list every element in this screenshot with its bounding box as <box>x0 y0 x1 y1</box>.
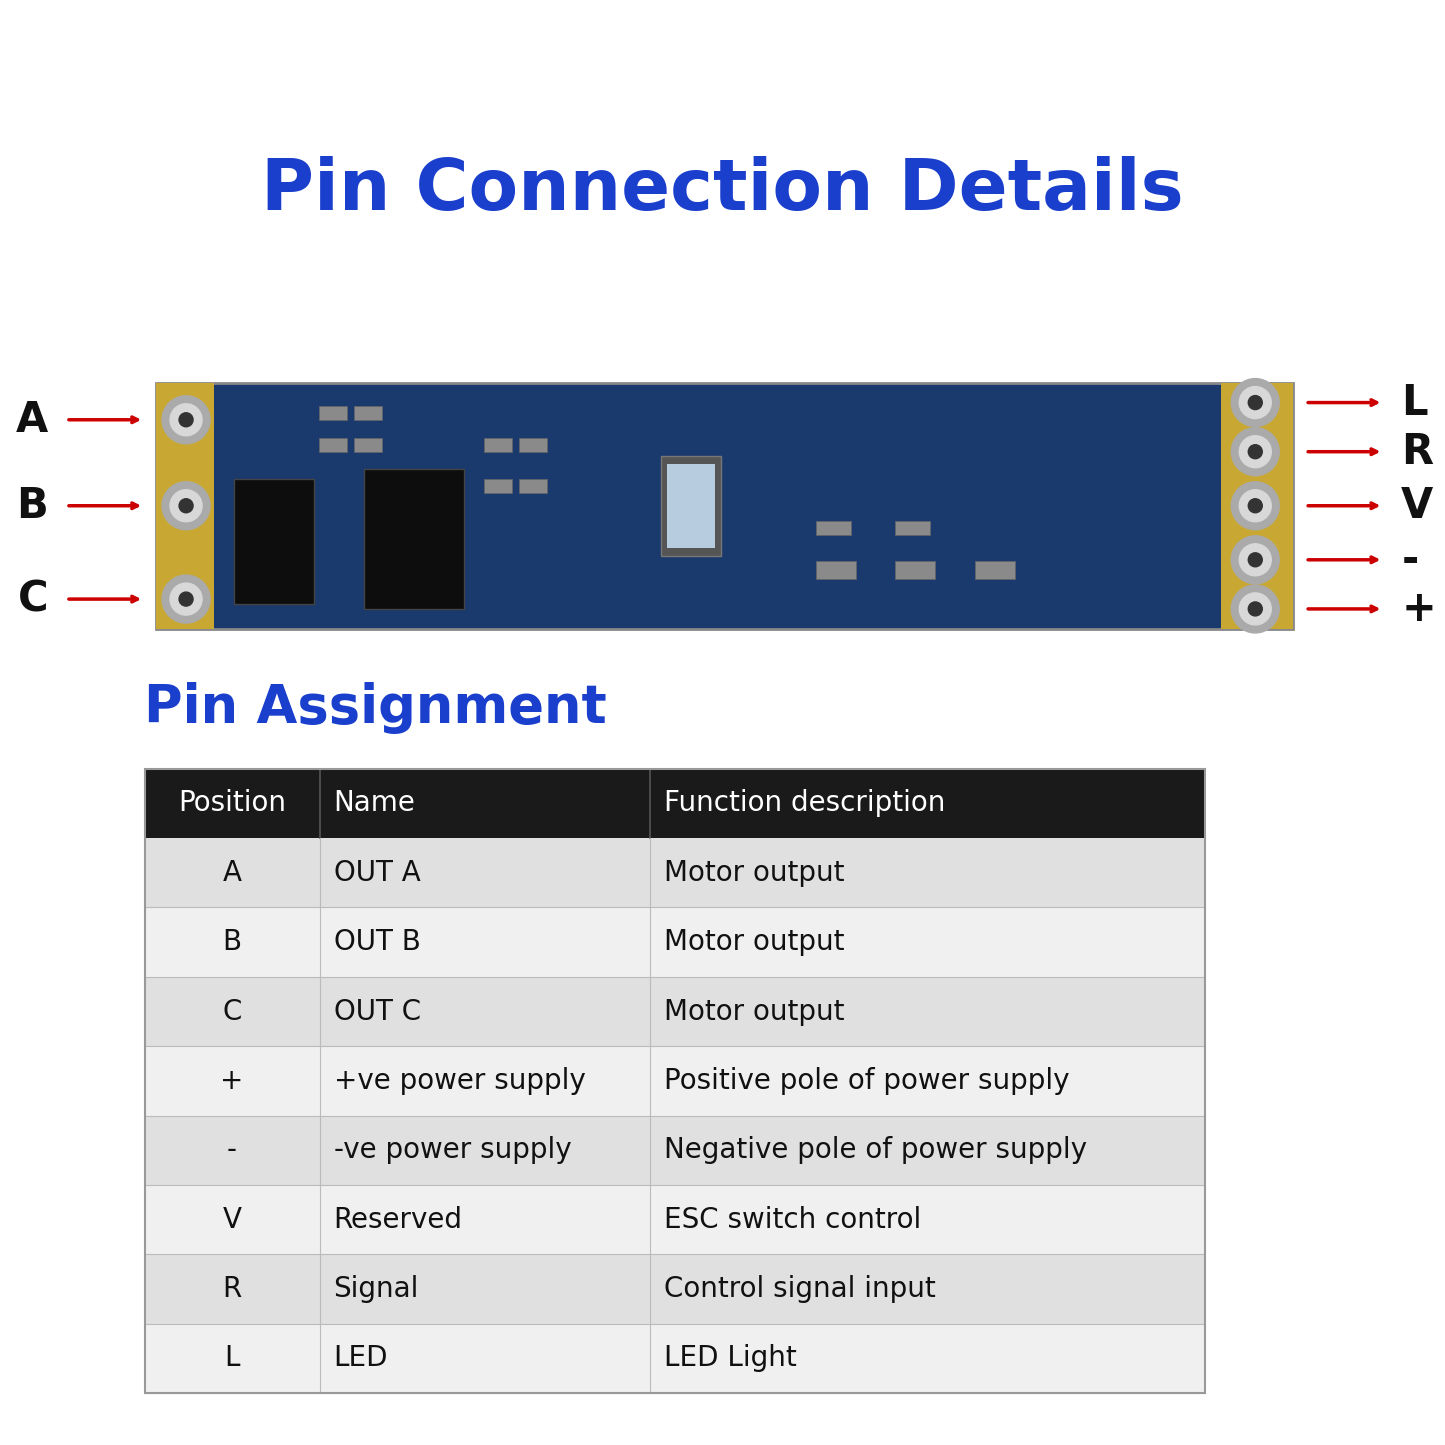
Bar <box>144 1185 1205 1254</box>
Text: V: V <box>223 1205 241 1234</box>
Bar <box>144 838 1205 907</box>
Text: Control signal input: Control signal input <box>663 1274 935 1303</box>
Bar <box>156 383 1293 629</box>
Circle shape <box>171 490 202 522</box>
Bar <box>144 1324 1205 1393</box>
Text: Signal: Signal <box>334 1274 419 1303</box>
Text: -: - <box>227 1136 237 1165</box>
Circle shape <box>179 499 194 513</box>
Bar <box>144 907 1205 977</box>
Bar <box>144 1254 1205 1324</box>
Circle shape <box>1240 543 1272 575</box>
Bar <box>354 406 381 420</box>
Text: OUT B: OUT B <box>334 928 420 957</box>
Text: Position: Position <box>178 789 286 818</box>
Text: A: A <box>16 399 48 441</box>
Bar <box>519 438 548 452</box>
Text: Pin Assignment: Pin Assignment <box>144 682 607 734</box>
Bar <box>896 522 931 535</box>
Circle shape <box>1240 436 1272 468</box>
Circle shape <box>1240 387 1272 419</box>
Text: L: L <box>224 1344 240 1373</box>
Text: Motor output: Motor output <box>663 858 844 887</box>
Text: Motor output: Motor output <box>663 997 844 1026</box>
Bar <box>144 769 1205 838</box>
Text: Name: Name <box>334 789 415 818</box>
Text: Negative pole of power supply: Negative pole of power supply <box>663 1136 1087 1165</box>
Text: ESC switch control: ESC switch control <box>663 1205 920 1234</box>
Text: Pin Connection Details: Pin Connection Details <box>262 156 1183 225</box>
Bar <box>354 438 381 452</box>
Text: -ve power supply: -ve power supply <box>334 1136 571 1165</box>
Text: R: R <box>1402 431 1433 473</box>
Text: +ve power supply: +ve power supply <box>334 1066 585 1095</box>
Circle shape <box>1248 396 1263 409</box>
Circle shape <box>1248 553 1263 566</box>
Text: C: C <box>17 578 48 620</box>
Circle shape <box>179 413 194 426</box>
Bar <box>319 438 347 452</box>
Circle shape <box>1231 379 1279 426</box>
Text: A: A <box>223 858 241 887</box>
Bar <box>234 478 314 604</box>
Text: B: B <box>16 484 48 527</box>
Bar <box>364 470 464 608</box>
Text: R: R <box>223 1274 241 1303</box>
Bar <box>519 480 548 494</box>
Text: +: + <box>220 1066 244 1095</box>
Circle shape <box>1231 536 1279 584</box>
Circle shape <box>171 403 202 436</box>
Bar <box>156 383 214 629</box>
Text: Positive pole of power supply: Positive pole of power supply <box>663 1066 1069 1095</box>
Text: V: V <box>1402 484 1433 527</box>
Bar <box>975 562 1014 579</box>
Bar <box>660 455 721 556</box>
Bar <box>666 464 714 548</box>
Circle shape <box>1240 490 1272 522</box>
Bar <box>896 562 935 579</box>
Bar <box>319 406 347 420</box>
Bar <box>144 1116 1205 1185</box>
Text: LED: LED <box>334 1344 389 1373</box>
Bar <box>484 480 512 494</box>
Text: -: - <box>1402 539 1419 581</box>
Circle shape <box>1248 445 1263 458</box>
Text: Motor output: Motor output <box>663 928 844 957</box>
Circle shape <box>162 575 210 623</box>
Circle shape <box>171 584 202 616</box>
Text: L: L <box>1402 381 1428 423</box>
Circle shape <box>179 592 194 605</box>
Text: Reserved: Reserved <box>334 1205 462 1234</box>
Text: OUT C: OUT C <box>334 997 420 1026</box>
Circle shape <box>162 396 210 444</box>
Text: C: C <box>223 997 241 1026</box>
Text: Function description: Function description <box>663 789 945 818</box>
Bar <box>144 1046 1205 1116</box>
Circle shape <box>1231 428 1279 475</box>
Circle shape <box>1240 592 1272 624</box>
Circle shape <box>1248 499 1263 513</box>
Text: LED Light: LED Light <box>663 1344 796 1373</box>
Circle shape <box>1231 585 1279 633</box>
Circle shape <box>1248 603 1263 616</box>
Bar <box>815 562 855 579</box>
Bar <box>144 769 1205 1393</box>
Text: B: B <box>223 928 241 957</box>
Bar <box>484 438 512 452</box>
Bar <box>1221 383 1293 629</box>
Text: OUT A: OUT A <box>334 858 420 887</box>
Text: +: + <box>1402 588 1436 630</box>
Bar <box>144 977 1205 1046</box>
Circle shape <box>1231 481 1279 530</box>
Circle shape <box>162 481 210 530</box>
Bar <box>815 522 851 535</box>
